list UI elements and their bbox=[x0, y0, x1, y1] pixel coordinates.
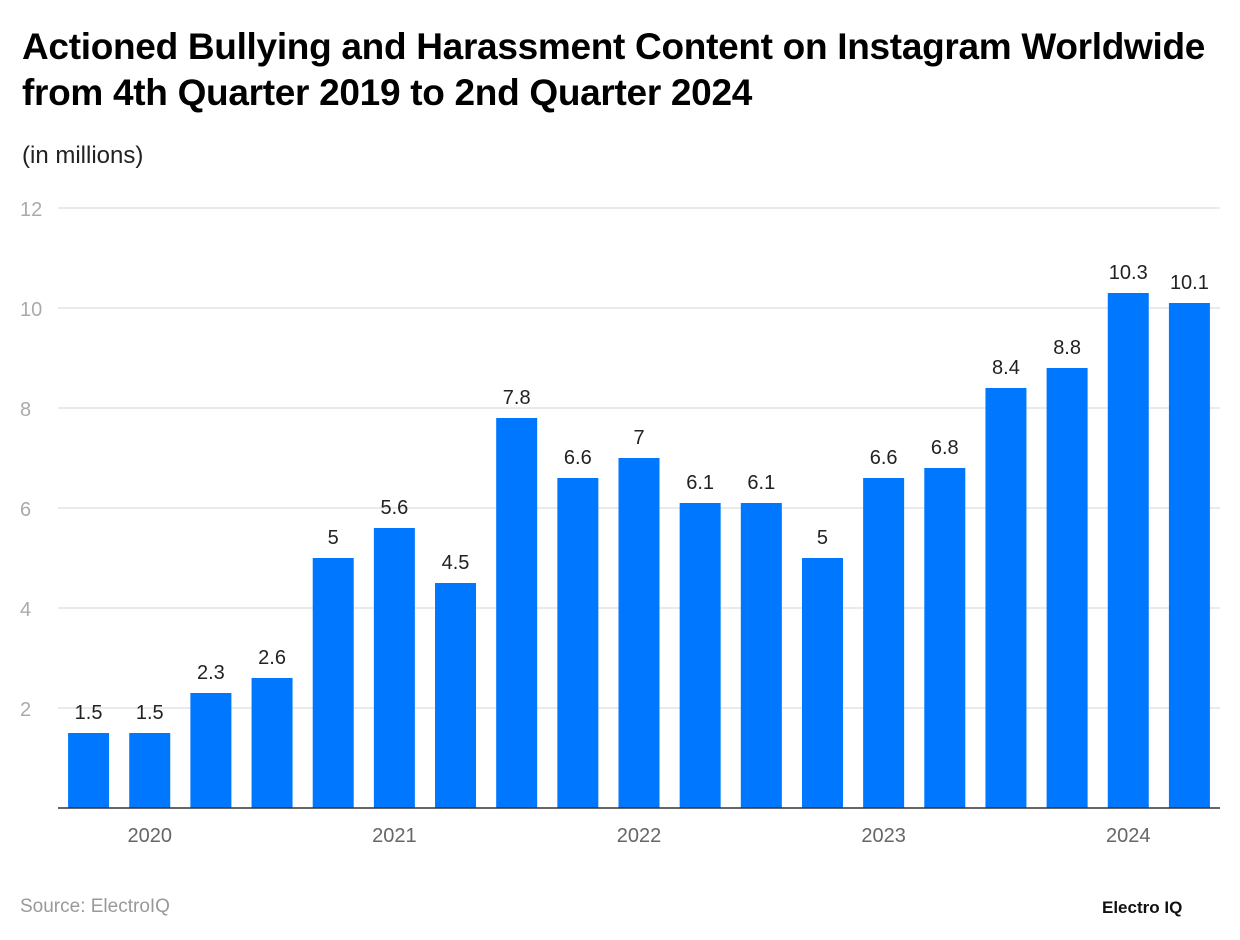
bar bbox=[618, 458, 660, 808]
data-label: 5.6 bbox=[380, 497, 408, 519]
data-label: 5 bbox=[817, 527, 828, 549]
bar bbox=[679, 503, 721, 808]
x-tick-label: 2024 bbox=[1106, 825, 1151, 847]
data-label: 10.1 bbox=[1170, 272, 1209, 294]
data-label: 8.4 bbox=[992, 357, 1020, 379]
bar bbox=[1168, 303, 1210, 808]
x-tick-label: 2023 bbox=[861, 825, 906, 847]
bar bbox=[1046, 368, 1088, 808]
bar bbox=[740, 503, 782, 808]
data-label: 7 bbox=[633, 427, 644, 449]
y-tick-label: 2 bbox=[20, 699, 31, 721]
bar bbox=[435, 583, 477, 808]
y-tick-label: 12 bbox=[20, 199, 42, 221]
y-tick-label: 6 bbox=[20, 499, 31, 521]
bar bbox=[801, 558, 843, 808]
data-label: 4.5 bbox=[442, 552, 470, 574]
bar bbox=[251, 678, 293, 808]
chart-title: Actioned Bullying and Harassment Content… bbox=[22, 26, 1206, 113]
bar bbox=[68, 733, 110, 808]
data-label: 2.6 bbox=[258, 647, 286, 669]
bar bbox=[985, 388, 1027, 808]
data-label: 6.1 bbox=[686, 472, 714, 494]
bar-chart: 2 4 6 8 10 12 1.5 1.5 2.3 2.6 5 5.6 4.5 7.8 6.6 7 6.1 6.1… bbox=[20, 199, 1220, 847]
data-label: 1.5 bbox=[75, 702, 103, 724]
data-label: 6.6 bbox=[870, 447, 898, 469]
x-tick-label: 2021 bbox=[372, 825, 417, 847]
source-note: Source: ElectroIQ bbox=[20, 896, 170, 917]
data-label: 10.3 bbox=[1109, 262, 1148, 284]
bar bbox=[863, 478, 905, 808]
bar bbox=[496, 418, 538, 808]
data-label: 6.6 bbox=[564, 447, 592, 469]
data-label: 7.8 bbox=[503, 387, 531, 409]
data-label: 6.1 bbox=[747, 472, 775, 494]
y-tick-label: 10 bbox=[20, 299, 42, 321]
x-tick-label: 2022 bbox=[617, 825, 662, 847]
chart-subtitle: (in millions) bbox=[22, 142, 144, 169]
data-label: 5 bbox=[328, 527, 339, 549]
data-label: 6.8 bbox=[931, 437, 959, 459]
data-label: 1.5 bbox=[136, 702, 164, 724]
x-tick-label: 2020 bbox=[127, 825, 172, 847]
bar bbox=[190, 693, 232, 808]
bar bbox=[373, 528, 415, 808]
y-tick-label: 8 bbox=[20, 399, 31, 421]
bar bbox=[557, 478, 599, 808]
data-label: 8.8 bbox=[1053, 337, 1081, 359]
electroiq-logo: Electro IQ bbox=[1102, 898, 1183, 917]
bar bbox=[312, 558, 354, 808]
bar bbox=[129, 733, 171, 808]
bar bbox=[924, 468, 966, 808]
bar bbox=[1107, 293, 1149, 808]
y-tick-label: 4 bbox=[20, 599, 31, 621]
data-label: 2.3 bbox=[197, 662, 225, 684]
